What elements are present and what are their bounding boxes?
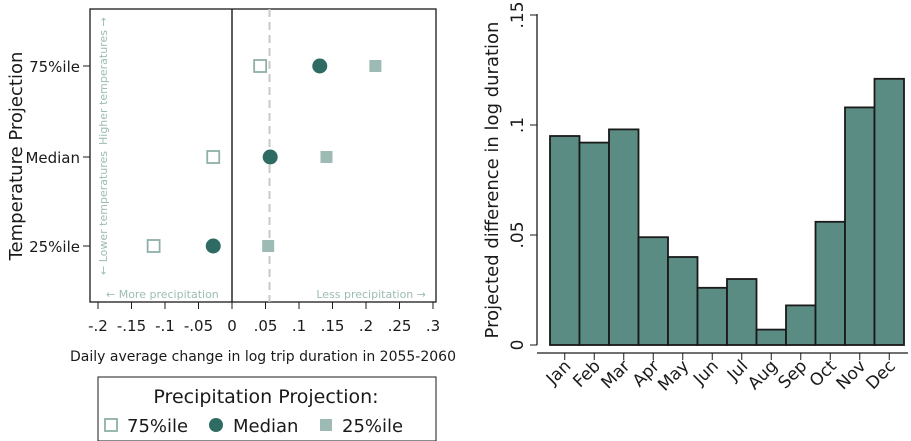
bar	[637, 236, 669, 346]
scatter-y-tick-label: 25%ile	[29, 238, 80, 256]
point-filled-circle	[205, 238, 221, 254]
bar	[549, 135, 581, 346]
point-hollow-square	[206, 150, 221, 164]
bar-x-tick-label: Jun	[689, 356, 723, 390]
more-precipitation-note: ← More precipitation	[106, 288, 219, 301]
scatter-x-tick-label: .15	[321, 317, 345, 335]
bar	[844, 106, 876, 346]
point-filled-circle	[312, 58, 328, 74]
legend-hollow-square-marker	[104, 418, 118, 432]
point-hollow-square	[146, 239, 161, 253]
bar	[696, 286, 728, 346]
bar-x-tick-label: Feb	[569, 356, 604, 391]
legend-title: Precipitation Projection:	[153, 386, 378, 408]
point-filled-circle	[262, 149, 278, 165]
scatter-x-tick-label: -.1	[155, 317, 175, 335]
bar	[873, 77, 905, 346]
bar-y-tick-label: .05	[508, 221, 528, 248]
bar	[755, 328, 787, 346]
bar	[578, 141, 610, 346]
legend-filled-square-marker	[320, 419, 332, 431]
legend-filled-circle-marker	[209, 418, 223, 432]
bar-y-tick-label: 0	[508, 340, 528, 351]
scatter-legend: Precipitation Projection: 75%ile Median …	[97, 376, 437, 441]
scatter-x-tick-label: .05	[254, 317, 278, 335]
lower-temperatures-note: ← Lower temperatures	[97, 151, 110, 275]
scatter-y-tick-label: Median	[25, 149, 80, 167]
scatter-y-axis-label: Temperature Projection	[6, 52, 27, 262]
scatter-x-tick-label: -.15	[117, 317, 146, 335]
legend-item-75pct: 75%ile	[127, 416, 188, 437]
bar	[667, 256, 699, 346]
scatter-x-tick-label: -.05	[184, 317, 213, 335]
bar	[785, 304, 817, 346]
point-filled-square	[262, 240, 275, 252]
bar	[608, 128, 640, 346]
legend-frame	[97, 376, 437, 441]
bar	[726, 278, 758, 346]
scatter-panel: -.2 -.15 -.1 -.05 0 .05 .1 .15 .2 .25 .3 75%ile Med…	[6, 8, 456, 441]
less-precipitation-note: Less precipitation →	[316, 288, 426, 301]
point-filled-square	[320, 151, 333, 163]
point-filled-square	[369, 60, 382, 72]
scatter-x-tick-label: .25	[388, 317, 412, 335]
bar-y-tick-label: .15	[508, 1, 528, 28]
bar	[814, 220, 846, 346]
bar-x-tick-label: May	[654, 356, 693, 395]
bar-x-tick-label: Mar	[597, 356, 634, 393]
bar-y-axis-label: Projected difference in log duration	[482, 22, 503, 339]
scatter-plot-frame	[89, 8, 437, 303]
bar-x-tick-label: Jan	[542, 356, 575, 389]
legend-item-25pct: 25%ile	[342, 416, 403, 437]
bar-x-tick-label: Nov	[833, 356, 871, 394]
bar-x-tick-label: Oct	[806, 356, 841, 391]
bar-y-tick-label: .1	[508, 117, 528, 133]
scatter-x-tick-label: .3	[426, 317, 440, 335]
bar-x-tick-label: Dec	[862, 356, 899, 393]
point-hollow-square	[253, 59, 268, 73]
scatter-x-tick-label: -.2	[88, 317, 108, 335]
bar-x-tick-label: Aug	[744, 356, 782, 394]
higher-temperatures-note: Higher temperatures →	[97, 17, 110, 145]
scatter-y-tick-label: 75%ile	[29, 58, 80, 76]
bar-x-tick-label: Sep	[774, 356, 811, 393]
scatter-x-tick-label: .1	[292, 317, 306, 335]
legend-item-median: Median	[233, 416, 298, 437]
scatter-x-tick-label: 0	[227, 317, 237, 335]
scatter-x-axis-label: Daily average change in log trip duratio…	[70, 349, 456, 365]
scatter-x-tick-label: .2	[359, 317, 373, 335]
